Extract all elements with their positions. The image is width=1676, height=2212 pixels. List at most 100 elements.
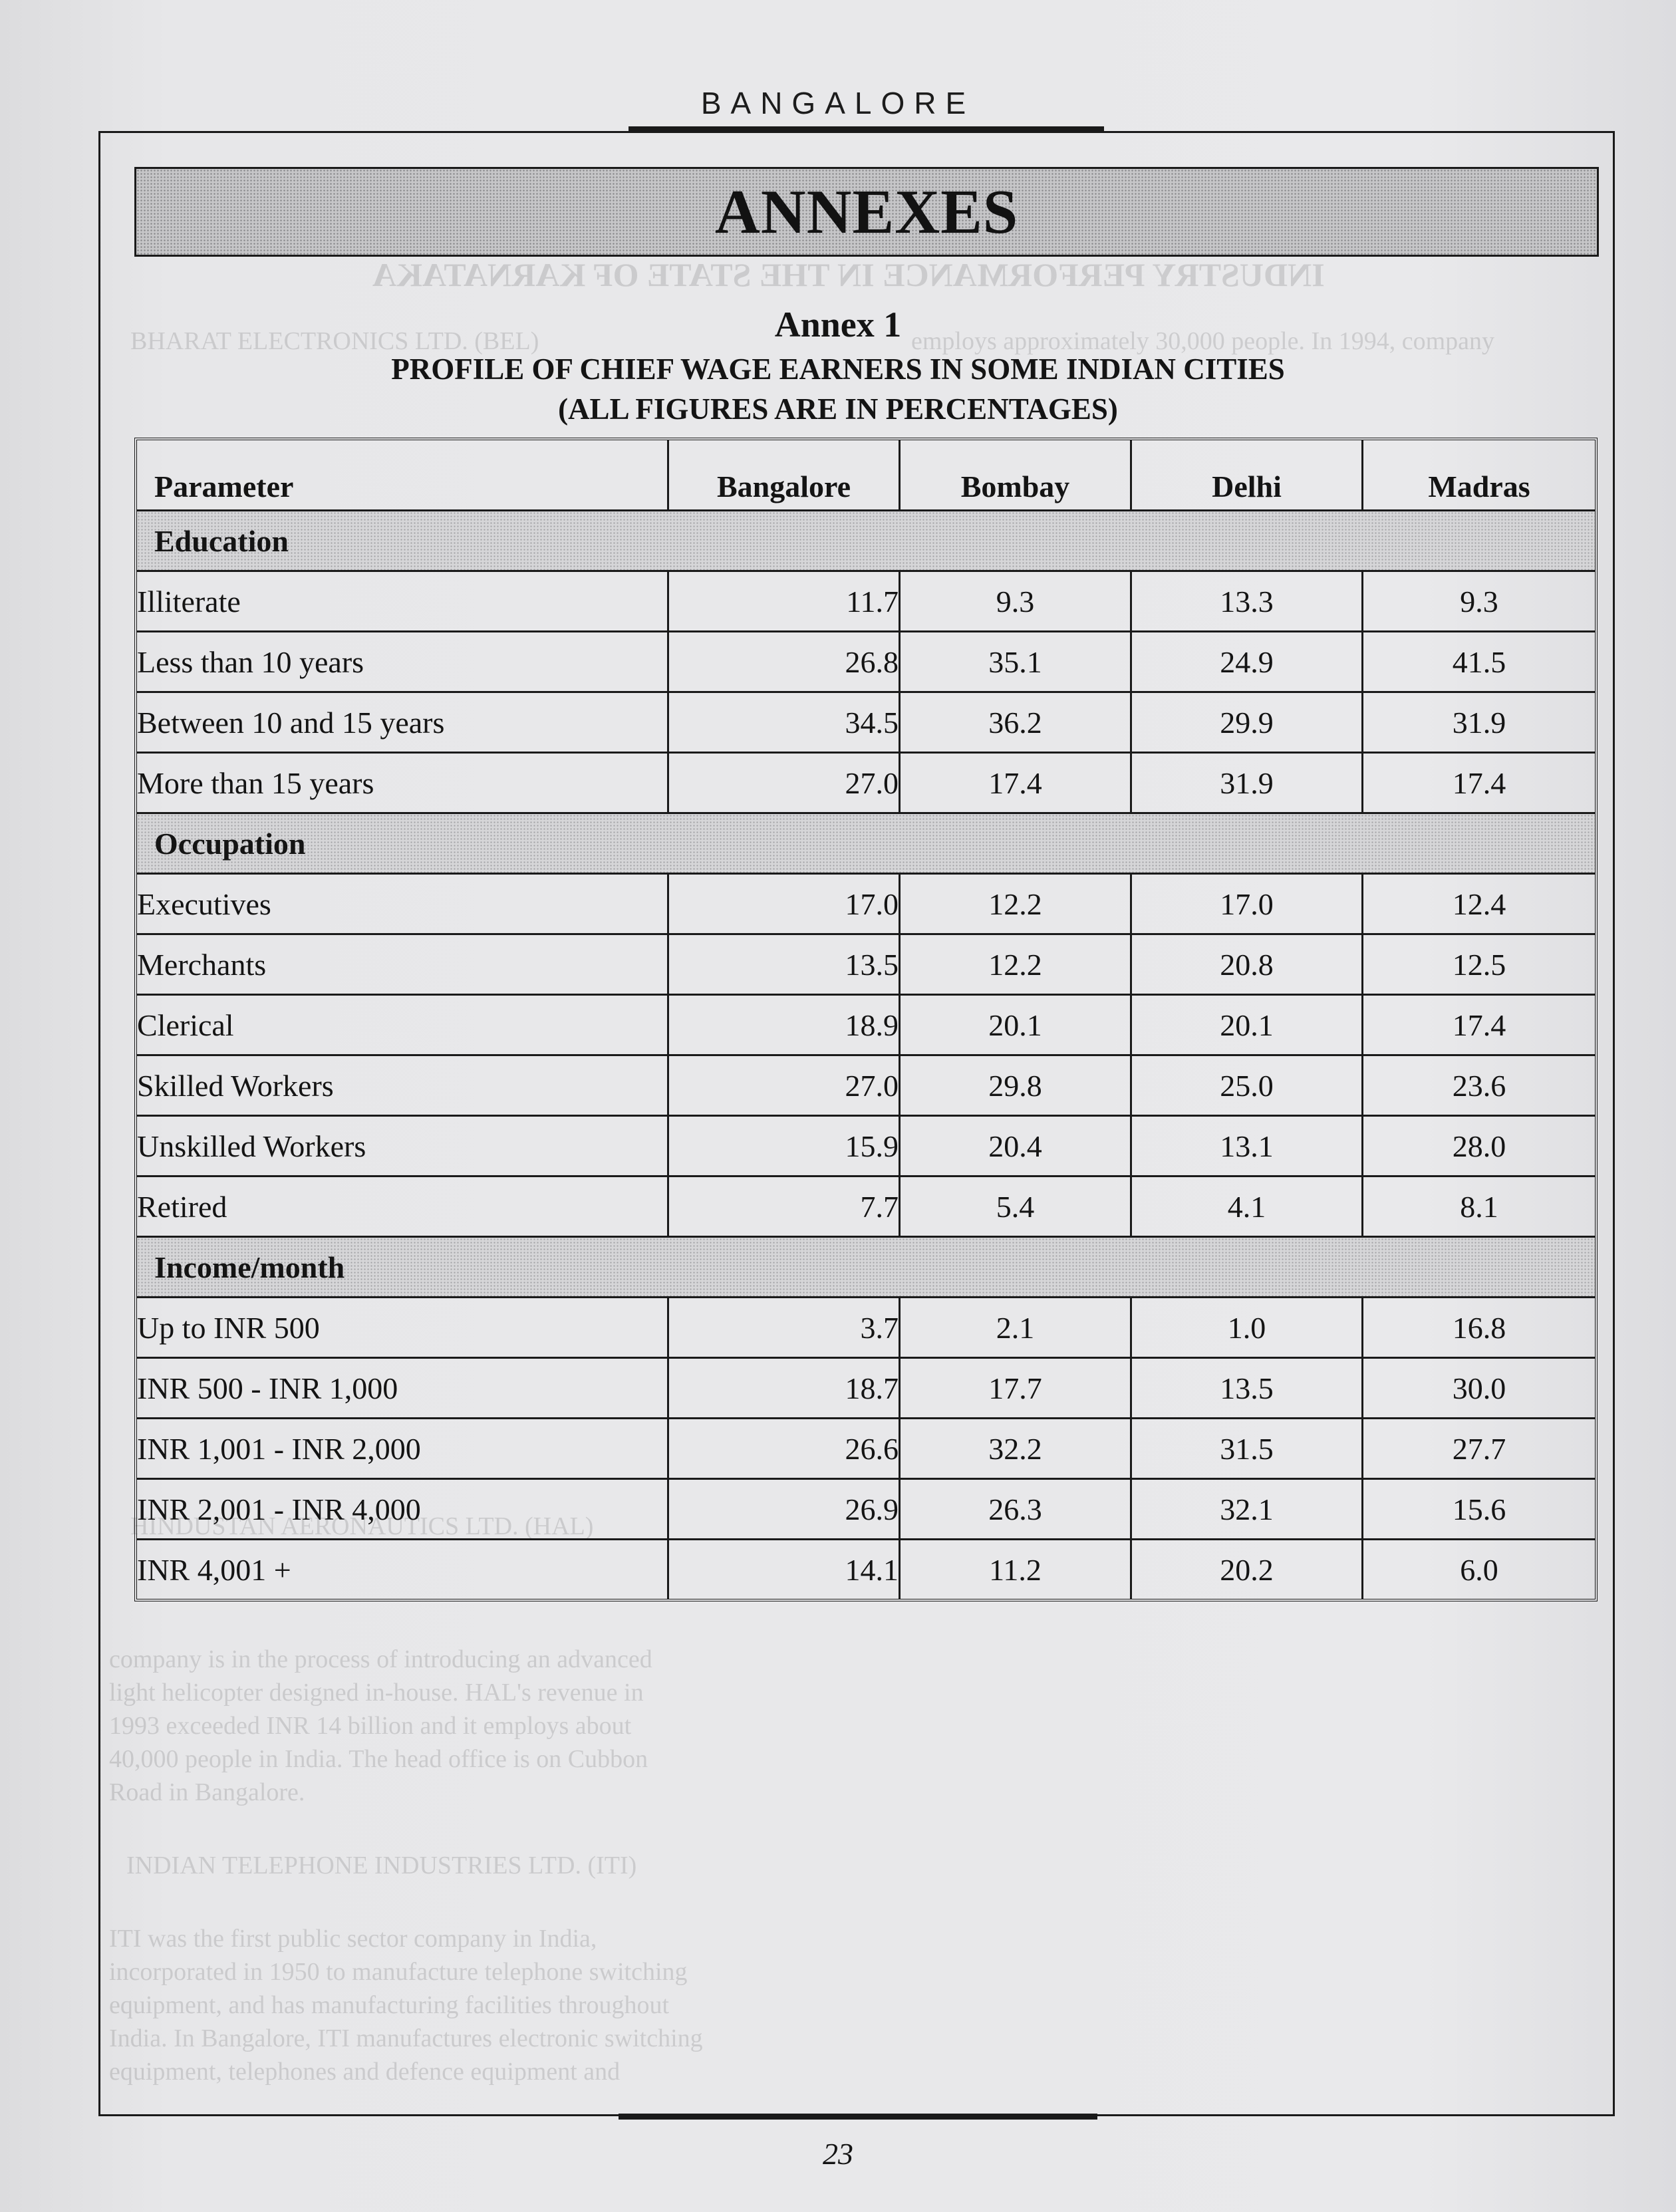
cell-bangalore: 26.8 <box>669 632 901 693</box>
cell-bombay: 12.2 <box>901 875 1132 935</box>
cell-madras: 31.9 <box>1363 693 1595 754</box>
annexes-banner: ANNEXES <box>134 167 1599 257</box>
table-row: Skilled Workers 27.0 29.8 25.0 23.6 <box>137 1056 1595 1117</box>
column-header-bangalore: Bangalore <box>669 440 901 511</box>
row-label: Up to INR 500 <box>137 1298 669 1359</box>
header-rule <box>628 126 1104 133</box>
wage-earner-profile-table: Parameter Bangalore Bombay Delhi Madras … <box>134 438 1598 1601</box>
cell-madras: 9.3 <box>1363 572 1595 632</box>
cell-delhi: 25.0 <box>1132 1056 1363 1117</box>
cell-madras: 16.8 <box>1363 1298 1595 1359</box>
table-row: Between 10 and 15 years 34.5 36.2 29.9 31.9 <box>137 693 1595 754</box>
table-row: Retired 7.7 5.4 4.1 8.1 <box>137 1177 1595 1238</box>
annex-subtitle: PROFILE OF CHIEF WAGE EARNERS IN SOME IN… <box>391 352 1285 386</box>
cell-bombay: 2.1 <box>901 1298 1132 1359</box>
row-label: Between 10 and 15 years <box>137 693 669 754</box>
cell-delhi: 32.1 <box>1132 1480 1363 1540</box>
table-row: INR 1,001 - INR 2,000 26.6 32.2 31.5 27.7 <box>137 1419 1595 1480</box>
cell-bombay: 35.1 <box>901 632 1132 693</box>
cell-bombay: 20.1 <box>901 996 1132 1056</box>
cell-delhi: 29.9 <box>1132 693 1363 754</box>
running-head: BANGALORE <box>700 86 976 120</box>
cell-bombay: 5.4 <box>901 1177 1132 1238</box>
cell-madras: 17.4 <box>1363 996 1595 1056</box>
cell-bombay: 17.7 <box>901 1359 1132 1419</box>
row-label: Clerical <box>137 996 669 1056</box>
table-row: INR 500 - INR 1,000 18.7 17.7 13.5 30.0 <box>137 1359 1595 1419</box>
cell-bangalore: 7.7 <box>669 1177 901 1238</box>
cell-bombay: 11.2 <box>901 1540 1132 1599</box>
row-label: Merchants <box>137 935 669 996</box>
column-header-parameter: Parameter <box>137 440 669 511</box>
table-row: Less than 10 years 26.8 35.1 24.9 41.5 <box>137 632 1595 693</box>
cell-bangalore: 15.9 <box>669 1117 901 1177</box>
column-header-delhi: Delhi <box>1132 440 1363 511</box>
cell-delhi: 31.5 <box>1132 1419 1363 1480</box>
cell-madras: 28.0 <box>1363 1117 1595 1177</box>
cell-madras: 6.0 <box>1460 1552 1498 1587</box>
row-label: INR 4,001 + <box>137 1540 669 1599</box>
cell-bombay: 20.4 <box>901 1117 1132 1177</box>
row-label: Retired <box>137 1177 669 1238</box>
cell-madras: 27.7 <box>1363 1419 1595 1480</box>
cell-delhi: 24.9 <box>1132 632 1363 693</box>
group-label: Education <box>137 511 1595 572</box>
table-row: INR 2,001 - INR 4,000 26.9 26.3 32.1 15.6 <box>137 1480 1595 1540</box>
cell-delhi: 13.1 <box>1132 1117 1363 1177</box>
cell-delhi: 20.2 <box>1132 1540 1363 1599</box>
cell-madras: 17.4 <box>1363 754 1595 814</box>
cell-madras: 30.0 <box>1363 1359 1595 1419</box>
cell-delhi: 31.9 <box>1132 754 1363 814</box>
cell-delhi: 13.3 <box>1132 572 1363 632</box>
cell-bangalore: 13.5 <box>669 935 901 996</box>
cell-madras: 12.5 <box>1363 935 1595 996</box>
cell-bombay: 17.4 <box>901 754 1132 814</box>
cell-delhi: 20.1 <box>1132 996 1363 1056</box>
footer-rule <box>619 2114 1097 2120</box>
table-row: Illiterate 11.7 9.3 13.3 9.3 <box>137 572 1595 632</box>
table-body: Education Illiterate 11.7 9.3 13.3 9.3 Less th… <box>137 511 1595 1599</box>
annex-title: Annex 1 <box>774 305 902 345</box>
row-label: Skilled Workers <box>137 1056 669 1117</box>
cell-delhi: 17.0 <box>1132 875 1363 935</box>
row-label: INR 1,001 - INR 2,000 <box>137 1419 669 1480</box>
cell-madras: 23.6 <box>1363 1056 1595 1117</box>
table-row: Merchants 13.5 12.2 20.8 12.5 <box>137 935 1595 996</box>
page-number: 23 <box>823 2137 853 2171</box>
table-group-row: Education <box>137 511 1595 572</box>
banner-title: ANNEXES <box>714 177 1019 247</box>
table-group-row: Occupation <box>137 814 1595 875</box>
cell-madras: 15.6 <box>1363 1480 1595 1540</box>
table-row: Executives 17.0 12.2 17.0 12.4 <box>137 875 1595 935</box>
cell-bangalore: 18.7 <box>669 1359 901 1419</box>
cell-bangalore: 18.9 <box>669 996 901 1056</box>
cell-bangalore: 27.0 <box>669 754 901 814</box>
cell-delhi: 13.5 <box>1132 1359 1363 1419</box>
group-label: Occupation <box>137 814 1595 875</box>
cell-delhi: 20.8 <box>1132 935 1363 996</box>
cell-bombay: 29.8 <box>901 1056 1132 1117</box>
column-header-bombay: Bombay <box>901 440 1132 511</box>
row-label: Less than 10 years <box>137 632 669 693</box>
cell-bangalore: 26.6 <box>669 1419 901 1480</box>
table-row: INR 4,001 +14.1 11.2 20.2 6.0 <box>137 1540 1595 1599</box>
cell-bombay: 12.2 <box>901 935 1132 996</box>
cell-madras: 12.4 <box>1363 875 1595 935</box>
column-header-madras: Madras <box>1363 440 1595 511</box>
cell-madras: 41.5 <box>1363 632 1595 693</box>
table-row: Up to INR 500 3.7 2.1 1.0 16.8 <box>137 1298 1595 1359</box>
cell-bangalore: 11.7 <box>669 572 901 632</box>
cell-delhi: 4.1 <box>1132 1177 1363 1238</box>
table-row: More than 15 years 27.0 17.4 31.9 17.4 <box>137 754 1595 814</box>
table-header-row: Parameter Bangalore Bombay Delhi Madras <box>137 440 1595 511</box>
cell-bangalore: 17.0 <box>669 875 901 935</box>
cell-bangalore: 3.7 <box>669 1298 901 1359</box>
table-group-row: Income/month <box>137 1238 1595 1298</box>
cell-bangalore: 14.1 <box>669 1540 901 1599</box>
row-label: INR 2,001 - INR 4,000 <box>137 1480 669 1540</box>
cell-bangalore: 26.9 <box>669 1480 901 1540</box>
cell-bombay: 26.3 <box>901 1480 1132 1540</box>
cell-bangalore: 34.5 <box>669 693 901 754</box>
row-label: More than 15 years <box>137 754 669 814</box>
